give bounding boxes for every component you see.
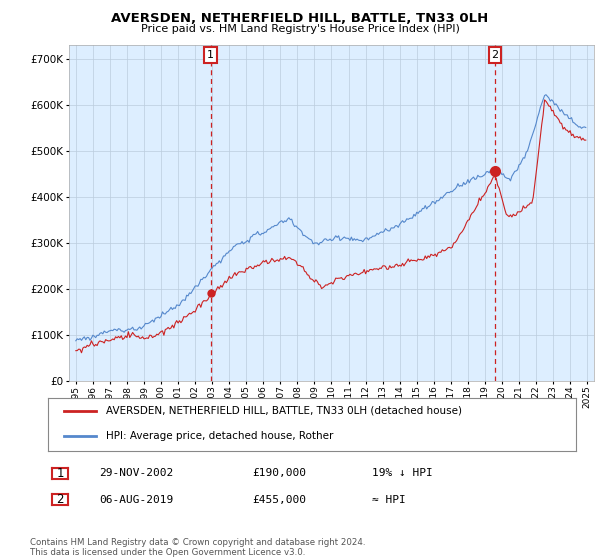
Text: HPI: Average price, detached house, Rother: HPI: Average price, detached house, Roth… <box>106 431 334 441</box>
Text: 1: 1 <box>56 466 64 480</box>
Text: 29-NOV-2002: 29-NOV-2002 <box>99 468 173 478</box>
Text: £190,000: £190,000 <box>252 468 306 478</box>
Text: 1: 1 <box>207 50 214 60</box>
Text: AVERSDEN, NETHERFIELD HILL, BATTLE, TN33 0LH (detached house): AVERSDEN, NETHERFIELD HILL, BATTLE, TN33… <box>106 406 462 416</box>
Text: 2: 2 <box>56 493 64 506</box>
Text: Price paid vs. HM Land Registry's House Price Index (HPI): Price paid vs. HM Land Registry's House … <box>140 24 460 34</box>
Text: 19% ↓ HPI: 19% ↓ HPI <box>372 468 433 478</box>
Text: AVERSDEN, NETHERFIELD HILL, BATTLE, TN33 0LH: AVERSDEN, NETHERFIELD HILL, BATTLE, TN33… <box>112 12 488 25</box>
Text: ≈ HPI: ≈ HPI <box>372 494 406 505</box>
Text: 2: 2 <box>491 50 499 60</box>
Text: 06-AUG-2019: 06-AUG-2019 <box>99 494 173 505</box>
Text: Contains HM Land Registry data © Crown copyright and database right 2024.
This d: Contains HM Land Registry data © Crown c… <box>30 538 365 557</box>
Text: £455,000: £455,000 <box>252 494 306 505</box>
